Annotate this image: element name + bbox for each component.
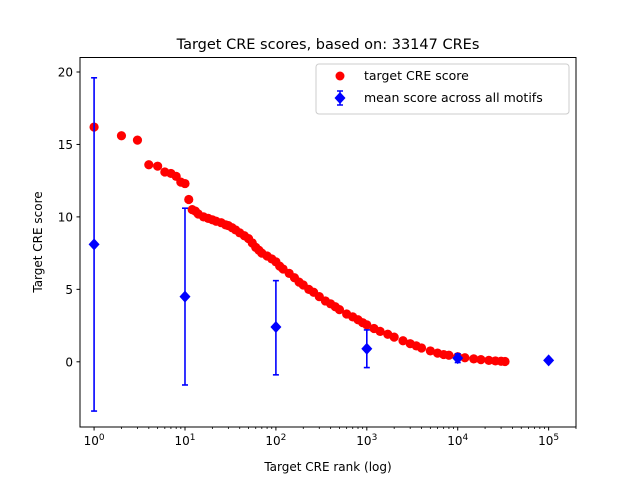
- target-score-point: [375, 326, 385, 336]
- target-score-point: [425, 346, 435, 356]
- x-tick-label: 100: [84, 433, 105, 448]
- target-score-point: [444, 350, 454, 360]
- target-score-point: [180, 178, 190, 189]
- target-score-point: [484, 355, 494, 365]
- y-tick-label: 0: [65, 355, 73, 369]
- legend-target-marker: [335, 71, 345, 81]
- mean-score-point: [88, 238, 100, 251]
- chart-title: Target CRE scores, based on: 33147 CREs: [176, 37, 480, 53]
- legend-mean-marker: [334, 92, 346, 104]
- target-score-point: [334, 305, 345, 315]
- target-score-point: [500, 356, 510, 367]
- y-axis: 0 5 10 15 20: [58, 65, 80, 369]
- target-score-point: [132, 135, 143, 145]
- plot-frame: [79, 57, 577, 428]
- target-score-point: [144, 160, 154, 170]
- target-score-point: [116, 131, 127, 141]
- x-tick-label: 105: [538, 433, 559, 448]
- mean-score-point: [543, 354, 555, 367]
- x-tick-label: 101: [174, 433, 195, 448]
- x-axis: 100 101 102 103 104 105: [84, 427, 577, 448]
- target-score-point: [362, 320, 372, 330]
- y-tick-label: 5: [65, 283, 73, 297]
- y-tick-label: 15: [58, 138, 73, 152]
- x-tick-label: 103: [356, 433, 377, 448]
- x-tick-label: 104: [447, 433, 468, 448]
- mean-score-point: [361, 342, 373, 355]
- y-tick-label: 10: [58, 210, 73, 224]
- legend: target CRE score mean score across all m…: [315, 63, 570, 115]
- legend-box: [315, 63, 570, 115]
- y-axis-title: Target CRE score: [31, 191, 45, 293]
- target-score-point: [153, 161, 163, 171]
- target-score-point: [184, 194, 194, 205]
- mean-score-point: [270, 321, 282, 334]
- target-score-point: [460, 353, 470, 363]
- mean-score-point: [179, 290, 191, 303]
- target-score-point: [398, 336, 408, 346]
- legend-target-label: target CRE score: [364, 68, 469, 83]
- target-score-point: [389, 332, 399, 342]
- x-axis-title: Target CRE rank (log): [263, 460, 391, 474]
- target-score-point: [476, 355, 486, 365]
- target-score-point: [416, 343, 427, 353]
- target-score-point: [469, 354, 479, 364]
- x-tick-label: 102: [265, 433, 286, 448]
- plot-area: [88, 76, 555, 412]
- y-tick-label: 20: [58, 65, 73, 79]
- mean-score-point: [452, 352, 464, 365]
- legend-mean-label: mean score across all motifs: [364, 90, 543, 105]
